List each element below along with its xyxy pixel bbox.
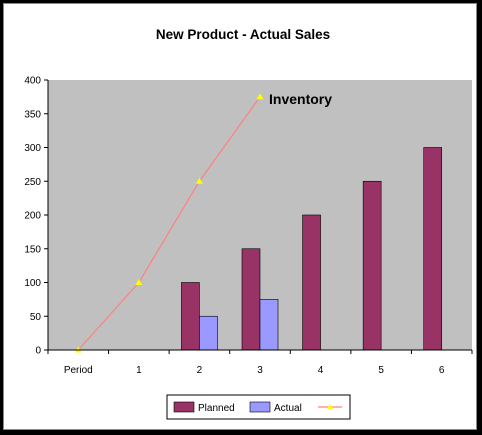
inventory-marker-1 — [135, 279, 143, 285]
inventory-annotation: Inventory — [269, 91, 332, 107]
y-tick-label-300: 300 — [24, 143, 41, 154]
legend-swatch-actual — [249, 401, 271, 413]
inventory-marker-2 — [195, 177, 203, 184]
y-tick-label-150: 150 — [24, 244, 41, 255]
x-tick-label-period: Period — [64, 365, 93, 376]
bar-planned-2 — [181, 282, 200, 351]
y-tick-label-250: 250 — [24, 177, 41, 188]
bar-actual-2 — [199, 315, 218, 351]
y-tick-label-200: 200 — [24, 211, 41, 222]
y-tick-label-50: 50 — [30, 312, 42, 323]
bar-planned-4 — [302, 214, 321, 351]
inventory-marker-3 — [256, 93, 264, 100]
x-tick-label-3: 3 — [257, 365, 263, 376]
bar-planned-6 — [423, 147, 443, 351]
bar-actual-3 — [259, 299, 279, 351]
legend-marker-inventory — [327, 404, 333, 409]
y-tick-label-0: 0 — [35, 346, 41, 357]
legend-swatch-planned — [173, 401, 195, 413]
x-tick-label-4: 4 — [318, 365, 324, 376]
x-tick-label-1: 1 — [136, 365, 142, 376]
inventory-line — [77, 96, 261, 351]
chart-title: New Product - Actual Sales — [156, 27, 330, 42]
x-tick-label-6: 6 — [439, 365, 445, 376]
legend-label-planned: Planned — [198, 403, 235, 414]
bar-planned-3 — [241, 248, 261, 351]
chart-frame: New Product - Actual Sales 0 50 100 150 200 2… — [3, 3, 477, 430]
x-tick-label-2: 2 — [197, 365, 203, 376]
x-tick-label-5: 5 — [378, 365, 384, 376]
y-tick-label-350: 350 — [24, 109, 41, 120]
legend-label-actual: Actual — [274, 403, 302, 414]
chart: New Product - Actual Sales 0 50 100 150 200 2… — [24, 27, 473, 420]
bar-planned-5 — [362, 180, 382, 351]
y-tick-label-400: 400 — [24, 76, 41, 87]
y-tick-label-100: 100 — [24, 278, 41, 289]
legend: Planned Actual — [166, 394, 351, 420]
